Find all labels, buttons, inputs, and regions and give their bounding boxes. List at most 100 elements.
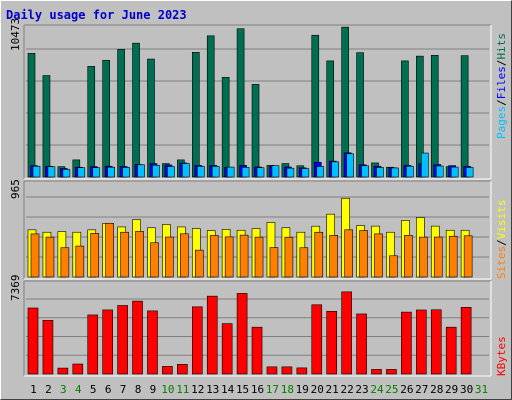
day-label-14: 14 (221, 383, 235, 396)
bar-kbytes-day-3 (57, 367, 69, 375)
bar-hits-day-16 (251, 84, 260, 178)
bar-kbytes-day-26 (401, 311, 412, 375)
bar-hits-day-20 (311, 34, 320, 178)
bar-pages-day-2 (47, 166, 56, 178)
bar-pages-day-30 (465, 167, 474, 178)
bar-kbytes-day-19 (296, 367, 308, 375)
bar-kbytes-day-18 (281, 366, 293, 375)
bar-kbytes-day-7 (117, 305, 128, 375)
bar-kbytes-day-8 (132, 300, 143, 375)
right-label-bottom: KBytes (495, 336, 508, 376)
bar-kbytes-day-24 (371, 369, 382, 375)
right-label-middle: Sites/Visits (495, 200, 508, 280)
bar-kbytes-day-25 (386, 369, 397, 375)
day-label-23: 23 (355, 383, 368, 396)
bar-pages-day-15 (241, 167, 250, 178)
day-label-31: 31 (475, 383, 488, 396)
bar-kbytes-day-14 (221, 323, 233, 375)
day-label-10: 10 (161, 383, 174, 396)
bar-sites-day-8 (135, 231, 144, 278)
day-label-13: 13 (206, 383, 219, 396)
bar-sites-day-13 (209, 235, 219, 278)
bar-sites-day-28 (433, 236, 443, 278)
bar-kbytes-day-30 (460, 307, 472, 375)
bar-pages-day-6 (107, 166, 115, 178)
bar-sites-day-27 (419, 236, 428, 278)
bar-pages-day-9 (152, 164, 160, 178)
bar-sites-day-26 (404, 235, 413, 278)
day-label-24: 24 (370, 383, 384, 396)
day-label-25: 25 (385, 383, 398, 396)
day-label-28: 28 (430, 383, 443, 396)
bar-sites-day-1 (30, 233, 40, 278)
bar-kbytes-day-5 (87, 314, 99, 375)
bar-sites-day-7 (120, 231, 129, 278)
bar-kbytes-day-13 (206, 295, 218, 375)
bar-kbytes-day-12 (191, 306, 203, 375)
day-label-21: 21 (326, 383, 339, 396)
bar-pages-day-20 (316, 166, 325, 178)
bar-hits-day-6 (102, 59, 110, 178)
bar-sites-day-17 (269, 247, 279, 278)
bar-pages-day-19 (301, 168, 310, 178)
bar-pages-day-7 (122, 167, 130, 178)
bar-sites-day-23 (359, 230, 368, 278)
right-label-top-part-2: Files (495, 66, 508, 99)
day-label-18: 18 (281, 383, 294, 396)
right-label-middle-part-1: / (495, 239, 508, 246)
bar-hits-day-21 (326, 60, 335, 178)
day-label-7: 7 (120, 383, 127, 396)
bar-pages-day-23 (361, 165, 369, 178)
bar-pages-day-29 (450, 166, 459, 178)
bar-pages-day-22 (346, 153, 354, 178)
bar-hits-day-8 (132, 42, 140, 178)
day-label-9: 9 (150, 383, 157, 396)
bar-pages-day-5 (92, 167, 101, 178)
bar-sites-day-5 (90, 233, 100, 278)
bar-pages-day-17 (271, 165, 280, 178)
bar-hits-day-1 (27, 53, 36, 178)
bar-pages-day-14 (226, 166, 235, 178)
day-label-27: 27 (415, 383, 428, 396)
bar-sites-day-29 (448, 235, 458, 278)
bar-hits-day-12 (191, 52, 200, 178)
bar-pages-day-26 (406, 165, 414, 178)
bar-pages-day-8 (137, 164, 145, 178)
right-label-top-part-3: / (495, 60, 508, 67)
bar-kbytes-day-20 (311, 304, 323, 375)
right-label-top-part-4: Hits (495, 33, 508, 60)
bar-pages-day-4 (77, 167, 86, 178)
right-label-top-part-1: / (495, 99, 508, 106)
bar-kbytes-day-9 (147, 310, 158, 375)
bar-kbytes-day-2 (42, 320, 54, 375)
bar-sites-day-18 (284, 236, 294, 278)
bar-sites-day-30 (463, 235, 473, 278)
bar-sites-day-25 (389, 255, 398, 278)
bar-hits-day-5 (87, 66, 96, 178)
bar-sites-day-4 (75, 245, 85, 278)
day-label-5: 5 (90, 383, 97, 396)
bar-kbytes-day-4 (72, 363, 84, 375)
bar-hits-day-26 (401, 60, 409, 178)
bar-pages-day-24 (376, 167, 384, 178)
bar-sites-day-6 (105, 222, 114, 278)
bar-kbytes-day-21 (326, 311, 338, 375)
bar-pages-day-10 (167, 166, 175, 178)
bar-kbytes-day-1 (27, 307, 39, 375)
day-label-15: 15 (236, 383, 249, 396)
day-label-3: 3 (60, 383, 67, 396)
bar-pages-day-11 (182, 163, 190, 178)
bar-sites-day-16 (254, 236, 264, 278)
bar-pages-day-13 (211, 166, 220, 178)
max-label-bottom: 7369 (9, 275, 22, 302)
bar-hits-day-7 (117, 49, 125, 178)
right-label-middle-part-0: Sites (495, 246, 508, 279)
bar-sites-day-10 (165, 236, 174, 278)
day-label-20: 20 (311, 383, 324, 396)
bar-sites-day-12 (194, 249, 204, 278)
bar-kbytes-day-28 (430, 309, 442, 375)
right-label-bottom-part-0: KBytes (495, 336, 508, 376)
bar-pages-day-18 (286, 167, 295, 178)
bar-sites-day-21 (329, 235, 339, 278)
day-label-12: 12 (191, 383, 204, 396)
